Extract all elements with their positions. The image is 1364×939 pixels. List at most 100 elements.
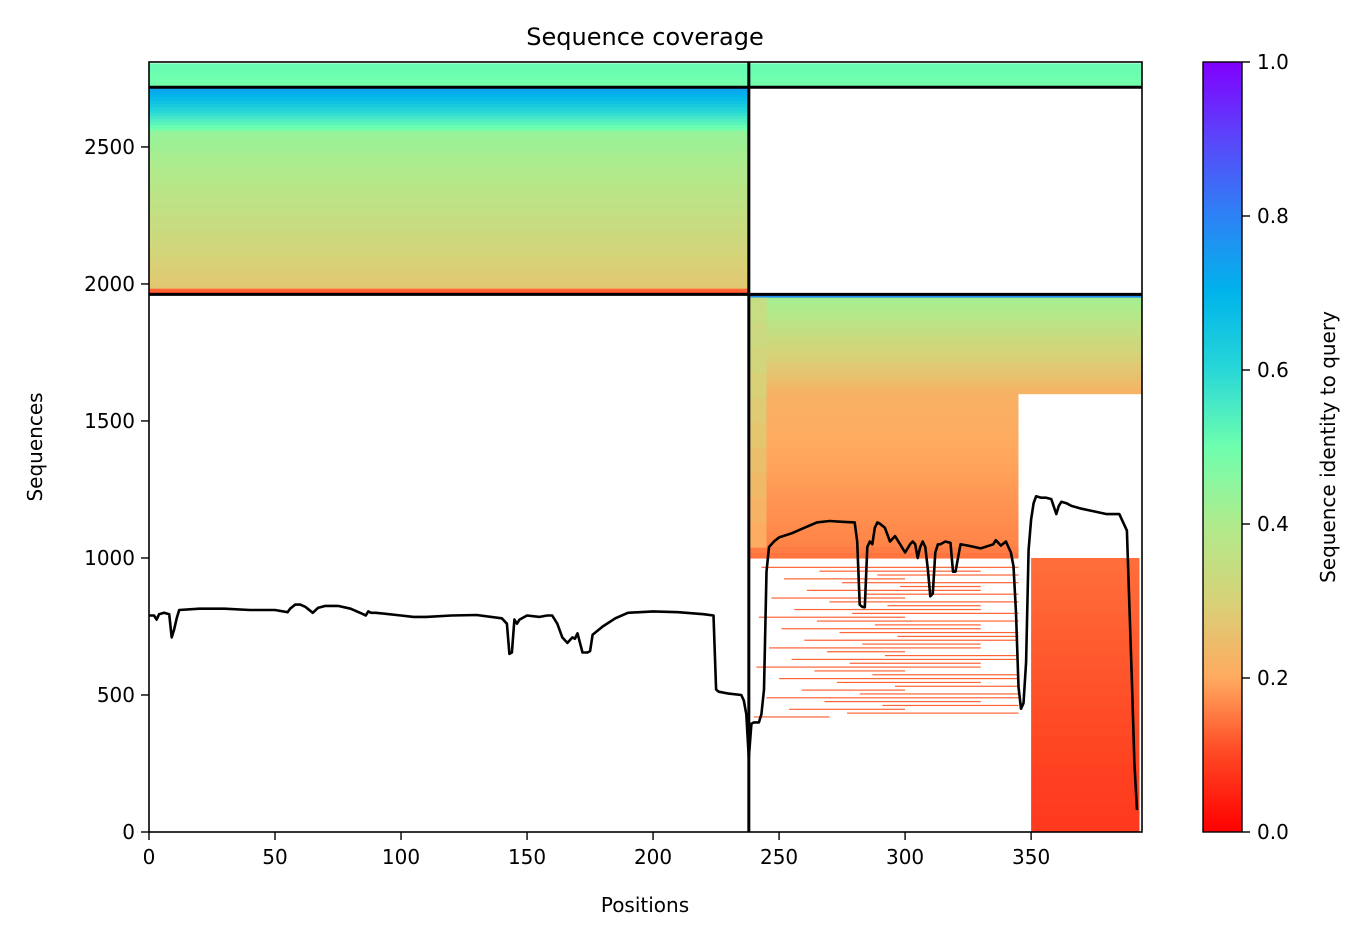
heatmap-band-lower-right: [763, 493, 1019, 502]
heatmap-band-upper-left: [149, 124, 749, 129]
heatmap-row: [791, 658, 1019, 661]
heatmap-band-upper-left: [149, 261, 749, 268]
colorbar-tick-label: 1.0: [1257, 50, 1289, 74]
heatmap-row: [771, 597, 906, 599]
colorbar: [1202, 61, 1243, 833]
heatmap-band-upper-left: [149, 109, 749, 113]
heatmap-band-upper-left: [149, 214, 749, 221]
y-axis: 0 500 1000 1500 2000 2500: [84, 135, 149, 844]
heatmap-band-upper-left: [149, 240, 749, 247]
heatmap-band-lower-right: [748, 340, 1142, 347]
heatmap-band-upper-left: [149, 277, 749, 284]
heatmap-band-upper-left: [149, 256, 749, 263]
heatmap-band-top: [149, 74, 1142, 82]
x-axis: 0 50 100 150 200 250 300 350: [143, 832, 1050, 869]
y-axis-label: Sequences: [23, 392, 47, 501]
heatmap-band-lower-right: [1031, 790, 1140, 806]
heatmap-row: [761, 566, 1019, 568]
heatmap-band-lower-right: [748, 329, 1142, 336]
heatmap-row: [862, 643, 981, 645]
heatmap-band-lower-right: [748, 382, 1142, 389]
heatmap-band-lower-right: [1031, 653, 1140, 669]
colorbar-tick-label: 0.8: [1257, 204, 1289, 228]
heatmap-band-lower-right: [1031, 722, 1140, 737]
heatmap-band-lower-right: [763, 416, 1019, 425]
heatmap-band-lower-right: [748, 397, 767, 423]
x-tick-label: 300: [886, 845, 924, 869]
heatmap-band-lower-right: [748, 302, 1142, 309]
chart-title: Sequence coverage: [526, 23, 763, 51]
heatmap-row: [756, 666, 981, 668]
heatmap-row: [804, 639, 1019, 641]
heatmap-band-lower-right: [1031, 557, 1140, 573]
heatmap-row: [882, 704, 1019, 707]
heatmap-band-lower-right: [748, 547, 1019, 554]
heatmap-row: [814, 670, 906, 672]
heatmap-row: [819, 570, 981, 572]
heatmap-band-lower-right: [763, 393, 1019, 402]
heatmap-band-lower-right: [748, 388, 1142, 395]
heatmap-row: [864, 593, 1019, 595]
heatmap-row: [824, 701, 981, 703]
x-tick-label: 200: [634, 845, 672, 869]
heatmap-row: [801, 689, 906, 691]
heatmap-band-upper-left: [149, 94, 749, 98]
heatmap-band-lower-right: [748, 366, 1142, 373]
heatmap-band-lower-right: [748, 318, 1142, 325]
plot-frame: [148, 61, 1143, 833]
x-tick-label: 350: [1012, 845, 1050, 869]
heatmap-band-upper-left: [149, 193, 749, 200]
heatmap-row: [895, 685, 1019, 687]
y-tick-label: 0: [122, 820, 135, 844]
heatmap-row: [900, 585, 981, 588]
heatmap-band-lower-right: [763, 408, 1019, 418]
heatmap-band-lower-right: [763, 462, 1019, 471]
heatmap-band-lower-right: [748, 356, 1142, 363]
heatmap-row: [794, 608, 981, 611]
heatmap-band-lower-right: [763, 531, 1019, 540]
y-tick-label: 500: [97, 683, 135, 707]
heatmap-band-lower-right: [1031, 667, 1140, 682]
colorbar-tick-label: 0.0: [1257, 820, 1289, 844]
y-tick-label: 1000: [84, 546, 135, 570]
colorbar-label: Sequence identity to query: [1316, 311, 1340, 583]
heatmap-band-lower-right: [748, 372, 1142, 379]
heatmap-row: [839, 631, 1019, 634]
heatmap-band-lower-right: [1031, 694, 1140, 710]
heatmap-band-lower-right: [763, 401, 1019, 410]
x-tick-label: 250: [760, 845, 798, 869]
heatmap-band-lower-right: [763, 447, 1019, 456]
heatmap-band-lower-right: [748, 322, 767, 349]
heatmap-row: [847, 712, 1019, 714]
colorbar-axis: 0.0 0.2 0.4 0.6 0.8 1.0: [1242, 50, 1289, 844]
heatmap-band-upper-left: [149, 272, 749, 279]
heatmap-row: [849, 662, 981, 664]
heatmap-row: [784, 578, 906, 580]
heatmap-band-lower-right: [748, 447, 767, 473]
heatmap-band-upper-left: [149, 230, 749, 237]
heatmap-row: [877, 574, 1019, 576]
heatmap-band-top: [149, 63, 1142, 70]
heatmap-band-top: [149, 69, 1142, 76]
heatmap-band-lower-right: [1031, 585, 1140, 600]
x-tick-label: 0: [143, 845, 156, 869]
heatmap-row: [826, 651, 906, 653]
x-axis-label: Positions: [601, 893, 689, 917]
heatmap-band-lower-right: [748, 334, 1142, 341]
heatmap-band-lower-right: [748, 377, 1142, 384]
heatmap-band-upper-left: [149, 135, 749, 142]
x-tick-label: 100: [382, 845, 420, 869]
heatmap-band-lower-right: [763, 524, 1019, 533]
heatmap-band-lower-right: [1031, 571, 1140, 586]
heatmap-band-lower-right: [748, 522, 767, 548]
heatmap-band-lower-right: [763, 516, 1019, 525]
colorbar-tick-label: 0.2: [1257, 666, 1289, 690]
heatmap-row: [872, 674, 1019, 676]
heatmap-band-lower-right: [748, 324, 1142, 331]
heatmap-band-lower-right: [1031, 681, 1140, 696]
heatmap-band-lower-right: [763, 454, 1019, 464]
heatmap-band-upper-left: [149, 204, 749, 210]
heatmap-band-upper-left: [149, 118, 749, 123]
heatmap-band-lower-right: [1031, 736, 1140, 751]
heatmap-band-lower-right: [748, 552, 1019, 559]
